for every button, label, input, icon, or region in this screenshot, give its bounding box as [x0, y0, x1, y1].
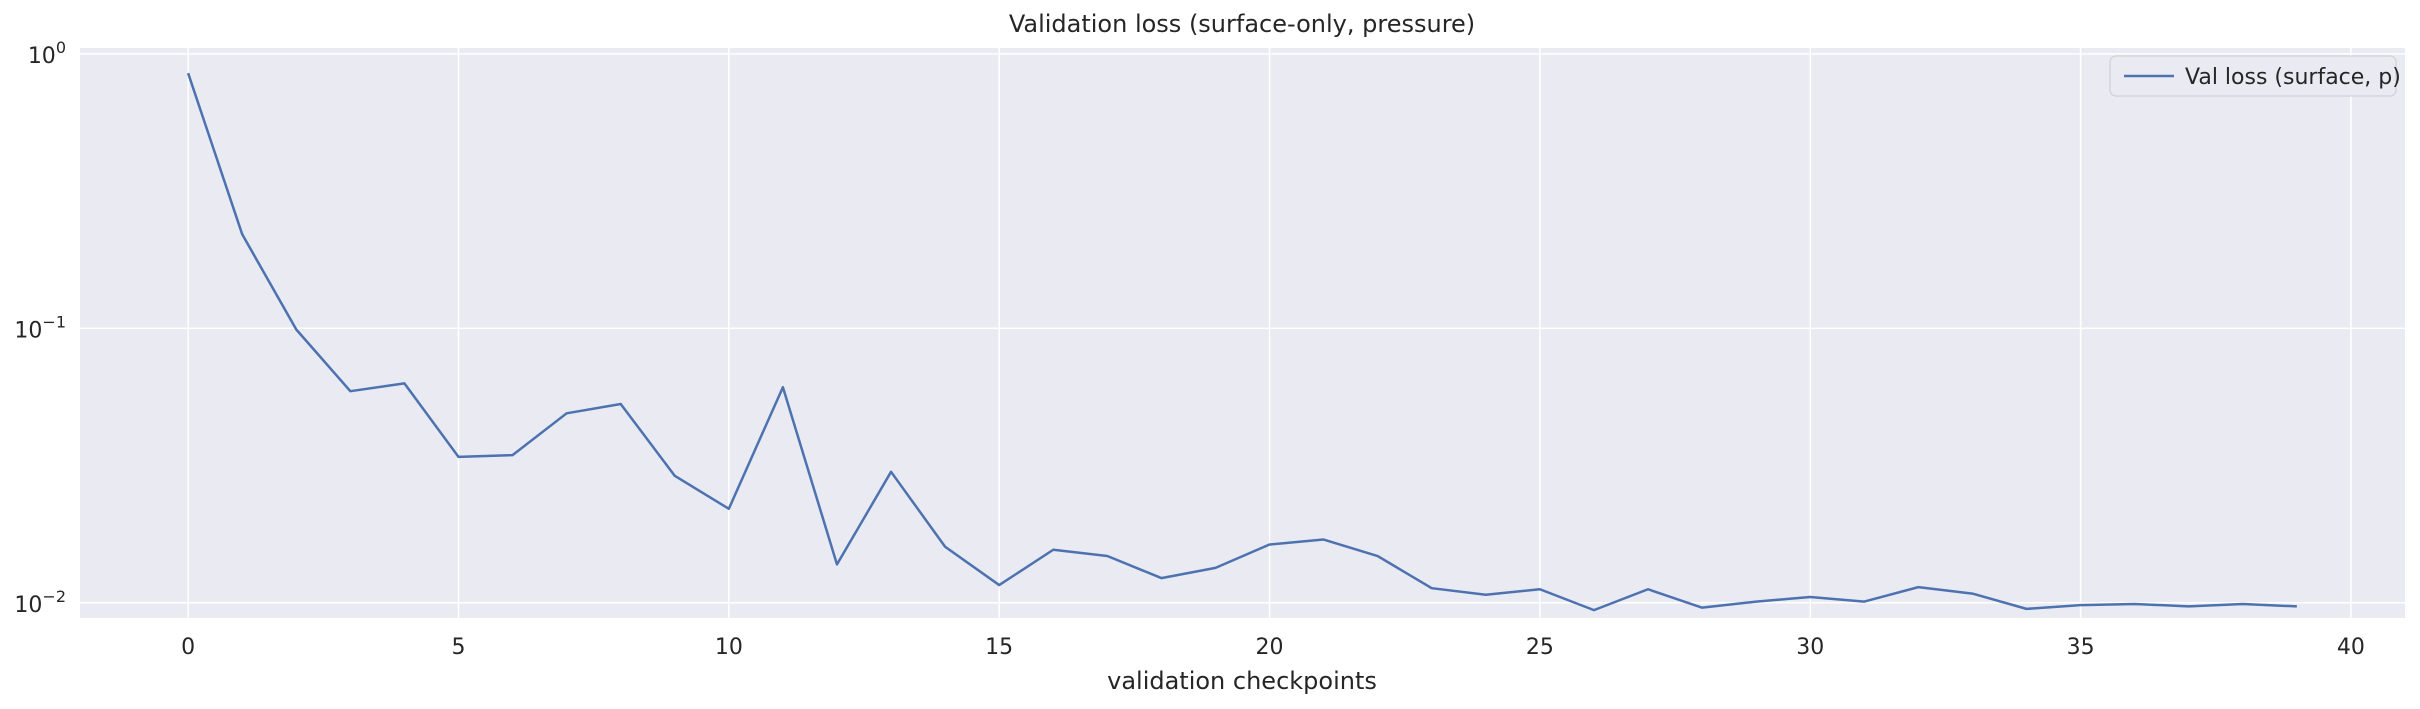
x-tick-label: 20: [1256, 635, 1284, 660]
grid: [80, 48, 2405, 618]
legend: Val loss (surface, p): [2109, 55, 2401, 97]
x-axis-label: validation checkpoints: [1107, 667, 1377, 695]
x-tick-label: 25: [1526, 635, 1554, 660]
legend-label: Val loss (surface, p): [2185, 65, 2401, 90]
x-tick-labels: 0 5 10 15 20 25 30 35 40: [181, 635, 2365, 660]
series-line: [186, 72, 2297, 612]
series: [186, 72, 2297, 612]
x-tick-label: 15: [985, 635, 1013, 660]
y-tick-label: 100: [28, 38, 66, 69]
legend-box: [2109, 55, 2397, 97]
x-tick-label: 10: [715, 635, 743, 660]
x-tick-label: 30: [1796, 635, 1824, 660]
y-tick-labels: 10−2 10−1 100: [14, 38, 66, 618]
y-tick-label: 10−2: [14, 587, 66, 618]
x-tick-label: 35: [2067, 635, 2095, 660]
x-tick-label: 40: [2337, 635, 2365, 660]
y-tick-label: 10−1: [14, 312, 66, 343]
x-tick-label: 5: [451, 635, 465, 660]
x-tick-label: 0: [181, 635, 195, 660]
plot-area: [80, 48, 2405, 618]
chart-title: Validation loss (surface-only, pressure): [1009, 10, 1475, 38]
